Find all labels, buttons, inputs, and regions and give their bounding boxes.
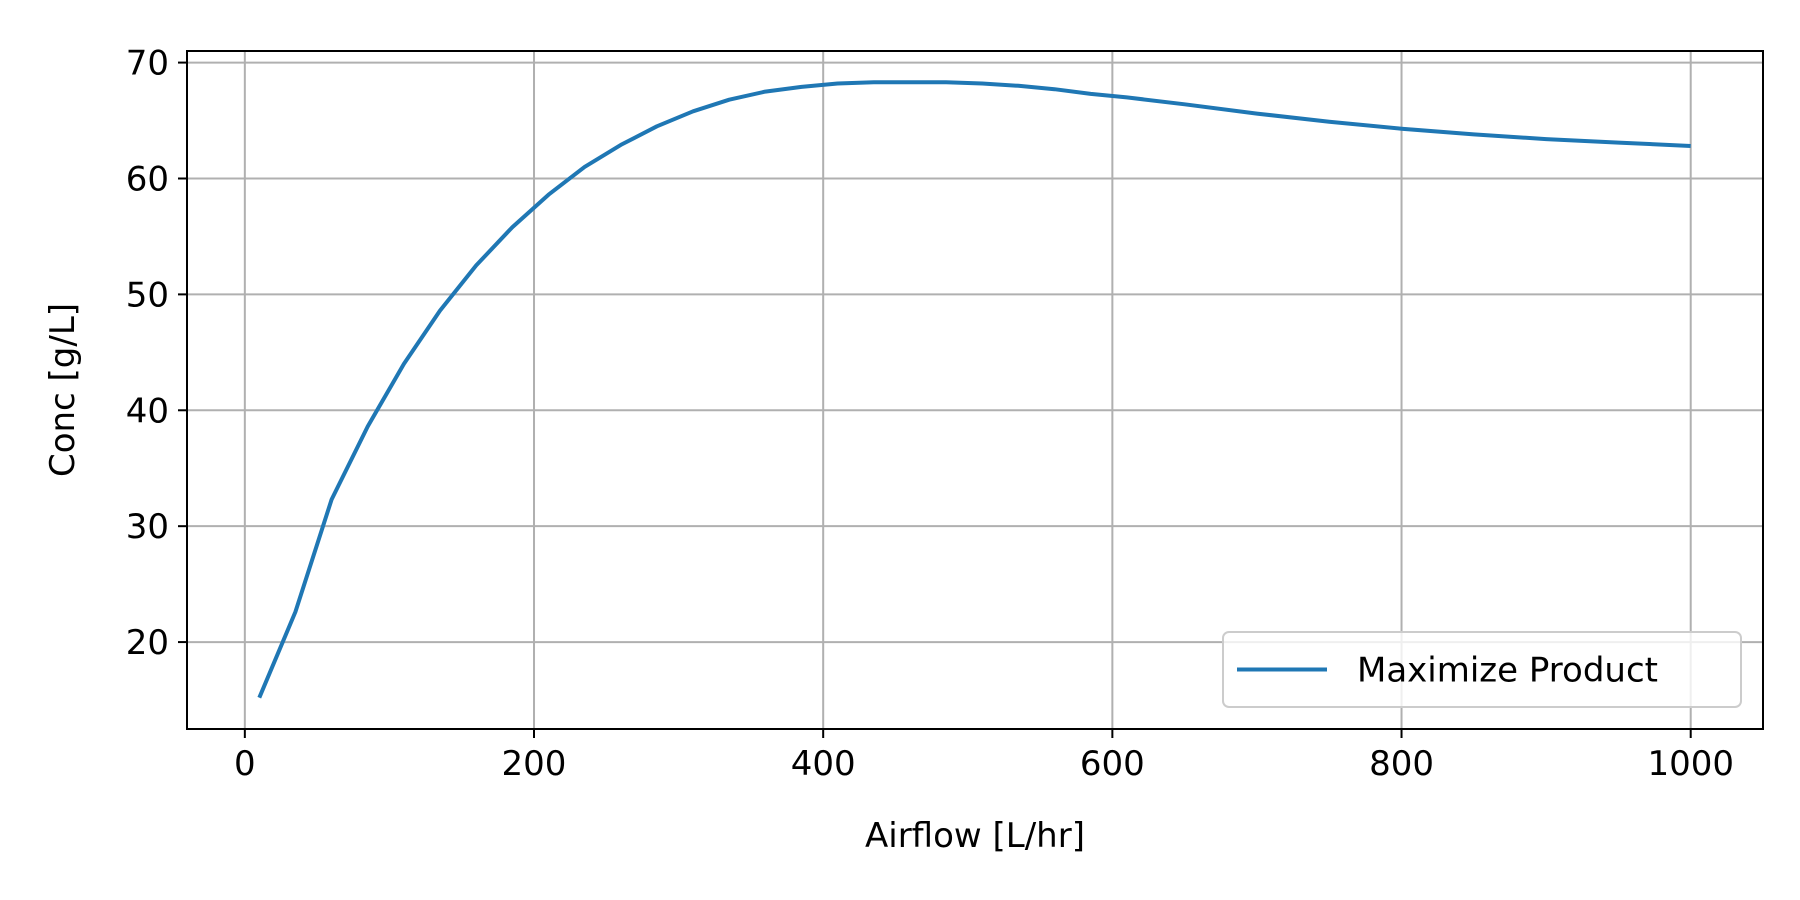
- x-tick-label: 400: [791, 744, 856, 784]
- x-axis-label: Airflow [L/hr]: [865, 816, 1085, 856]
- y-tick-label: 70: [126, 44, 169, 84]
- plot-area-frame: [186, 50, 1764, 730]
- legend-label: Maximize Product: [1357, 651, 1658, 691]
- y-axis-label: Conc [g/L]: [43, 303, 83, 477]
- x-tick-label: 200: [502, 744, 567, 784]
- x-tick-label: 0: [234, 744, 256, 784]
- grid-lines: [187, 51, 1763, 729]
- x-tick-label: 800: [1369, 744, 1434, 784]
- y-tick-label: 60: [126, 159, 169, 199]
- series-lines: [257, 80, 1691, 699]
- legend-box: [1222, 631, 1742, 708]
- y-tick-label: 40: [126, 391, 169, 431]
- y-tick-label: 50: [126, 275, 169, 315]
- x-tick-label: 600: [1080, 744, 1145, 784]
- x-tick-label: 1000: [1647, 744, 1734, 784]
- series-line: [257, 80, 1691, 699]
- axis-ticks: 0 200 400 600 800 1000 20 30 40 50 60 70: [126, 44, 1734, 784]
- legend: Maximize Product: [1222, 631, 1742, 708]
- y-tick-label: 20: [126, 623, 169, 663]
- y-tick-label: 30: [126, 507, 169, 547]
